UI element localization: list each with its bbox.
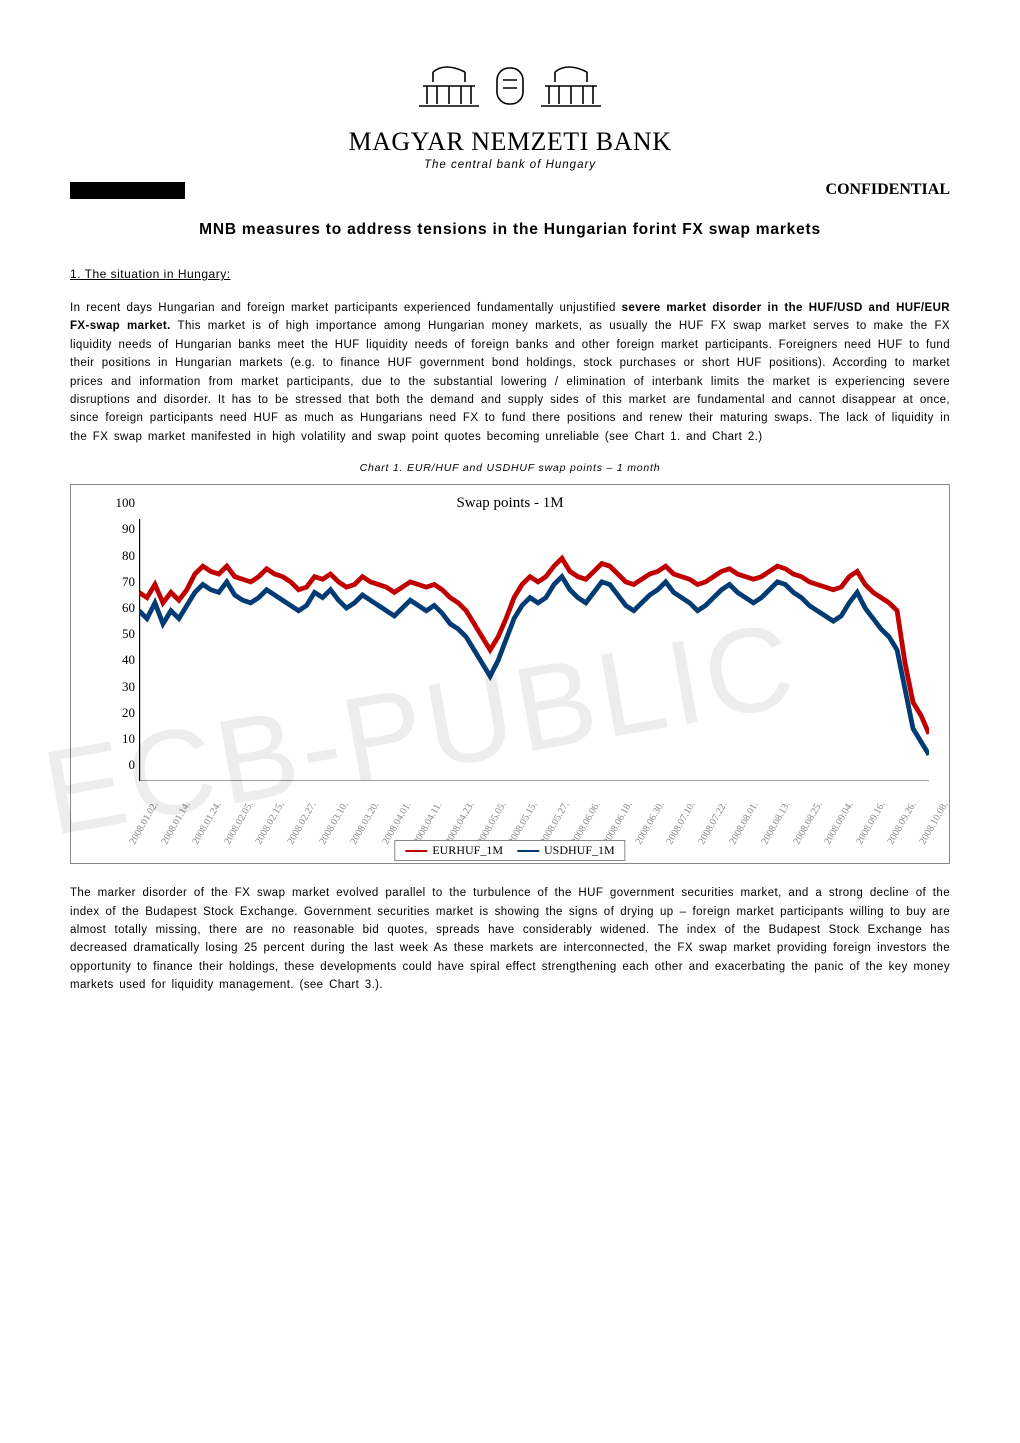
x-tick: 2008.10.08. (917, 800, 950, 847)
x-tick: 2008.01.14. (159, 800, 192, 847)
y-tick: 50 (107, 626, 135, 642)
x-tick: 2008.02.27. (285, 800, 318, 847)
legend-swatch-eurhuf (405, 850, 427, 852)
chart-y-axis: 0102030405060708090100 (107, 519, 135, 781)
y-tick: 40 (107, 652, 135, 668)
x-tick: 2008.02.15. (254, 800, 287, 847)
x-tick: 2008.07.10. (665, 800, 698, 847)
paragraph-2: The marker disorder of the FX swap marke… (70, 884, 950, 994)
org-subtitle: The central bank of Hungary (70, 159, 950, 171)
chart-plot-area (139, 519, 929, 781)
legend-item-usdhuf: USDHUF_1M (517, 843, 615, 858)
para1-part-a: In recent days Hungarian and foreign mar… (70, 302, 622, 314)
classification-row: CONFIDENTIAL (70, 181, 950, 199)
legend-label-eurhuf: EURHUF_1M (432, 843, 503, 858)
y-tick: 20 (107, 705, 135, 721)
chart-1-title: Swap points - 1M (71, 495, 949, 512)
org-name: MAGYAR NEMZETI BANK (70, 127, 950, 157)
y-tick: 80 (107, 548, 135, 564)
x-tick: 2008.09.16. (854, 800, 887, 847)
y-tick: 100 (107, 495, 135, 511)
chart-1-caption: Chart 1. EUR/HUF and USDHUF swap points … (70, 462, 950, 474)
y-tick: 10 (107, 731, 135, 747)
para1-part-c: This market is of high importance among … (70, 320, 950, 442)
mnb-logo-icon (405, 60, 615, 118)
x-tick: 2008.09.04. (823, 800, 856, 847)
y-tick: 90 (107, 521, 135, 537)
x-tick: 2008.08.25. (791, 800, 824, 847)
x-tick: 2008.03.20. (349, 800, 382, 847)
x-tick: 2008.01.24. (191, 800, 224, 847)
x-tick: 2008.03.10. (317, 800, 350, 847)
x-tick: 2008.08.13. (759, 800, 792, 847)
chart-1: Swap points - 1M 0102030405060708090100 … (70, 484, 950, 864)
x-tick: 2008.06.30. (633, 800, 666, 847)
legend-swatch-usdhuf (517, 850, 539, 852)
section-1-heading: 1. The situation in Hungary: (70, 267, 950, 281)
section-1-paragraph: In recent days Hungarian and foreign mar… (70, 299, 950, 446)
x-tick: 2008.07.22. (696, 800, 729, 847)
chart-legend: EURHUF_1M USDHUF_1M (394, 840, 625, 861)
y-tick: 0 (107, 757, 135, 773)
legend-label-usdhuf: USDHUF_1M (544, 843, 615, 858)
x-tick: 2008.02.05. (222, 800, 255, 847)
confidential-label: CONFIDENTIAL (826, 181, 950, 199)
y-tick: 70 (107, 574, 135, 590)
chart-svg (139, 519, 929, 781)
y-tick: 30 (107, 679, 135, 695)
chart-x-axis: 2008.01.02.2008.01.14.2008.01.24.2008.02… (139, 785, 929, 843)
x-tick: 2008.01.02. (127, 800, 160, 847)
document-title: MNB measures to address tensions in the … (70, 221, 950, 239)
legend-item-eurhuf: EURHUF_1M (405, 843, 503, 858)
x-tick: 2008.09.26. (886, 800, 919, 847)
header-logo-block: MAGYAR NEMZETI BANK The central bank of … (70, 60, 950, 171)
redaction-block (70, 182, 185, 199)
x-tick: 2008.08.01. (728, 800, 761, 847)
y-tick: 60 (107, 600, 135, 616)
